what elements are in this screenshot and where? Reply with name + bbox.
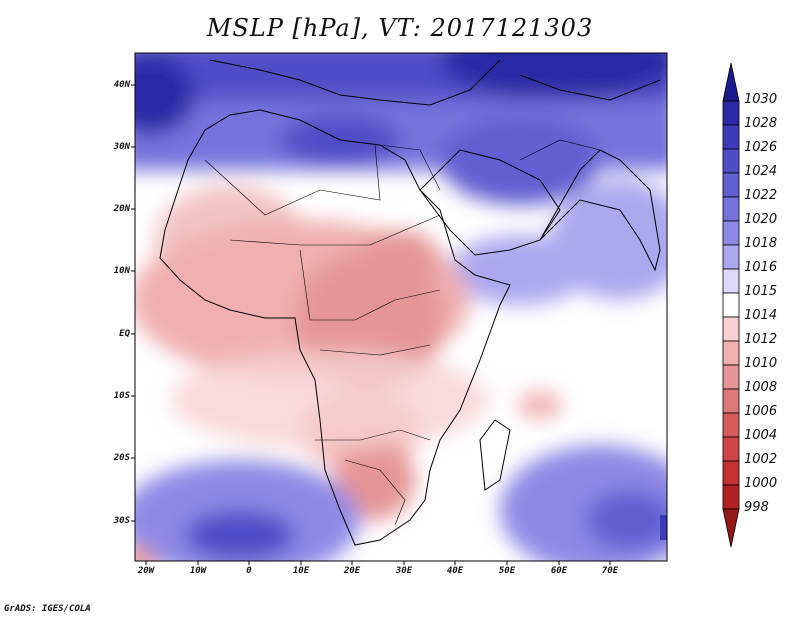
lon-label-0: 0	[246, 566, 252, 576]
colorbar-label: 1012	[744, 332, 778, 347]
lat-label-20n: 20N	[113, 204, 130, 214]
footer-credit: GrADS: IGES/COLA	[4, 604, 91, 614]
colorbar-label: 1020	[744, 212, 778, 227]
colorbar-swatch	[722, 388, 740, 414]
lat-label-10n: 10N	[113, 266, 130, 276]
lat-label-30n: 30N	[113, 142, 130, 152]
lon-label-10e: 10E	[292, 566, 310, 576]
map-title: MSLP [hPa], VT: 2017121303	[206, 14, 594, 42]
lat-label-eq: EQ	[119, 329, 130, 339]
lon-label-10w: 10W	[189, 566, 207, 576]
colorbar-swatch	[722, 124, 740, 150]
colorbar-label: 1015	[744, 284, 778, 299]
colorbar-swatch	[722, 412, 740, 438]
colorbar-swatch	[722, 100, 740, 126]
lon-label-30e: 30E	[395, 566, 413, 576]
colorbar-swatch	[722, 460, 740, 486]
colorbar-label: 1006	[744, 404, 778, 419]
colorbar-label: 1018	[744, 236, 778, 251]
colorbar-swatch	[722, 172, 740, 198]
coastlines	[159, 59, 661, 546]
lon-label-60e: 60E	[550, 566, 568, 576]
colorbar	[722, 62, 740, 548]
colorbar-swatch	[722, 148, 740, 174]
colorbar-swatch	[722, 220, 740, 246]
colorbar-label: 1014	[744, 308, 778, 323]
lat-label-10s: 10S	[113, 391, 130, 401]
lon-label-20e: 20E	[343, 566, 361, 576]
colorbar-label: 1016	[744, 260, 778, 275]
lon-label-40e: 40E	[446, 566, 464, 576]
pressure-field	[135, 53, 667, 561]
colorbar-label: 1024	[744, 164, 778, 179]
colorbar-label: 1028	[744, 116, 778, 131]
colorbar-swatch	[722, 244, 740, 270]
colorbar-swatch	[722, 292, 740, 318]
lat-label-40n: 40N	[113, 80, 130, 90]
colorbar-swatch	[722, 316, 740, 342]
colorbar-swatch	[722, 364, 740, 390]
colorbar-swatch	[722, 340, 740, 366]
lat-label-30s: 30S	[113, 516, 130, 526]
lon-label-20w: 20W	[137, 566, 155, 576]
colorbar-label: 1008	[744, 380, 778, 395]
colorbar-label: 1022	[744, 188, 778, 203]
colorbar-swatch	[722, 268, 740, 294]
colorbar-swatch	[722, 436, 740, 462]
colorbar-label: 1030	[744, 92, 778, 107]
colorbar-label: 1026	[744, 140, 778, 155]
axis-ticks	[131, 84, 611, 565]
colorbar-label: 1002	[744, 452, 778, 467]
colorbar-swatch	[722, 196, 740, 222]
colorbar-label: 998	[744, 500, 769, 515]
colorbar-label: 1010	[744, 356, 778, 371]
colorbar-swatch	[722, 484, 740, 510]
colorbar-swatch	[722, 508, 740, 548]
lat-label-20s: 20S	[113, 453, 130, 463]
colorbar-swatch	[722, 62, 740, 102]
lon-label-70e: 70E	[601, 566, 619, 576]
colorbar-label: 1004	[744, 428, 778, 443]
map-frame	[134, 52, 668, 562]
lon-label-50e: 50E	[498, 566, 516, 576]
colorbar-label: 1000	[744, 476, 778, 491]
borders	[204, 139, 601, 526]
